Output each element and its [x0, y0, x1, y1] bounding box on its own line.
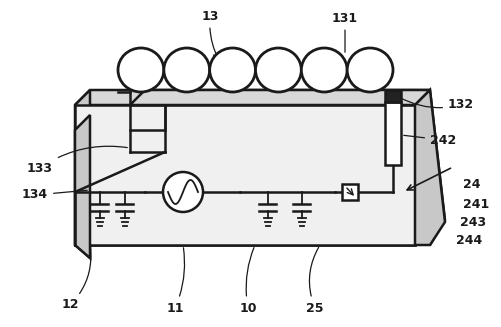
Text: 13: 13	[201, 9, 219, 58]
Polygon shape	[75, 90, 90, 258]
Text: 242: 242	[404, 133, 456, 146]
Text: 133: 133	[27, 146, 127, 175]
Polygon shape	[415, 90, 445, 245]
Polygon shape	[75, 90, 430, 105]
Text: 244: 244	[456, 233, 482, 247]
Ellipse shape	[164, 48, 209, 92]
Text: 134: 134	[22, 188, 87, 201]
Ellipse shape	[256, 48, 301, 92]
Polygon shape	[75, 115, 90, 258]
Text: 10: 10	[239, 248, 257, 315]
Polygon shape	[75, 105, 415, 245]
Ellipse shape	[209, 48, 256, 92]
Ellipse shape	[118, 48, 164, 92]
Circle shape	[163, 172, 203, 212]
Ellipse shape	[301, 48, 347, 92]
Polygon shape	[75, 105, 415, 245]
Text: 25: 25	[306, 248, 324, 315]
Text: 24: 24	[463, 179, 480, 192]
Text: 11: 11	[166, 248, 184, 315]
Bar	[342, 184, 358, 200]
Text: 132: 132	[399, 97, 474, 112]
Text: 243: 243	[460, 215, 486, 229]
Polygon shape	[130, 90, 430, 105]
Bar	[385, 90, 401, 102]
Polygon shape	[415, 90, 445, 245]
Text: 12: 12	[61, 248, 91, 312]
Text: 241: 241	[463, 198, 489, 212]
Ellipse shape	[347, 48, 393, 92]
Text: 131: 131	[332, 11, 358, 52]
Bar	[385, 102, 401, 165]
